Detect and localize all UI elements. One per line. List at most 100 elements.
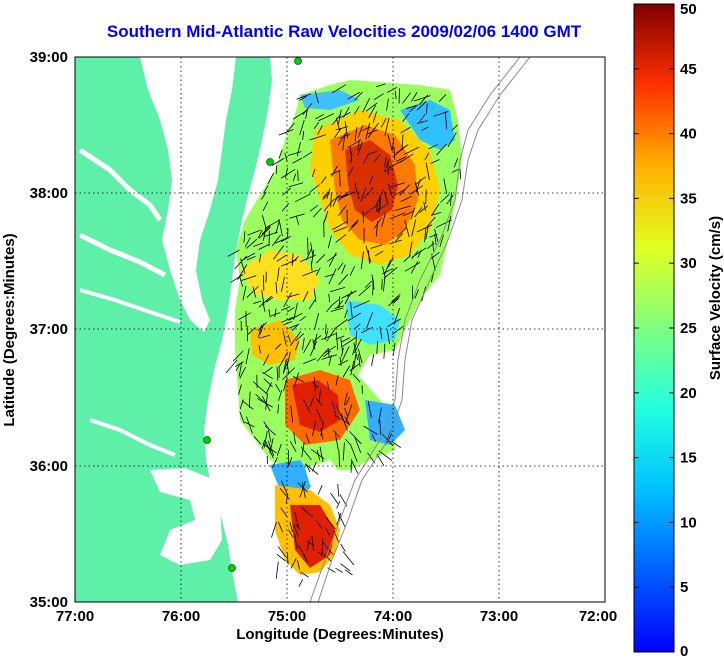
velocity-arrow xyxy=(321,332,338,341)
velocity-arrow xyxy=(302,337,305,350)
velocity-arrow xyxy=(367,150,378,155)
velocity-arrow xyxy=(411,92,418,102)
velocity-arrow xyxy=(443,178,448,195)
velocity-arrow xyxy=(365,122,371,140)
velocity-arrow xyxy=(431,253,436,271)
velocity-arrow xyxy=(353,342,358,361)
velocity-arrow xyxy=(265,296,274,303)
velocity-arrow xyxy=(259,253,262,263)
velocity-arrow xyxy=(299,315,307,322)
velocity-arrow xyxy=(344,309,348,319)
velocity-arrow xyxy=(342,134,346,151)
velocity-arrow xyxy=(371,354,375,366)
velocity-arrow xyxy=(391,440,402,449)
velocity-arrow xyxy=(367,400,372,418)
velocity-arrow xyxy=(241,252,255,261)
velocity-arrow xyxy=(287,151,302,156)
velocity-arrow xyxy=(288,182,304,188)
velocity-arrow xyxy=(246,416,253,434)
velocity-arrow xyxy=(387,134,393,151)
velocity-arrow xyxy=(317,125,323,135)
velocity-arrow xyxy=(302,291,309,302)
velocity-arrow xyxy=(258,345,262,354)
velocity-arrow xyxy=(282,330,287,345)
velocity-arrow xyxy=(344,290,353,304)
velocity-arrow xyxy=(404,220,410,237)
velocity-arrow xyxy=(292,157,303,164)
velocity-arrow xyxy=(275,236,292,244)
colorbar-tick-label: 10 xyxy=(680,514,697,531)
velocity-arrow xyxy=(327,235,332,249)
y-tick-label: 38:00 xyxy=(30,185,68,202)
velocity-arrow xyxy=(446,194,454,205)
velocity-arrow xyxy=(330,192,332,208)
velocity-arrow xyxy=(344,407,349,418)
velocity-arrow xyxy=(290,558,297,569)
velocity-arrow xyxy=(292,173,297,182)
velocity-arrow xyxy=(283,377,288,392)
velocity-arrow xyxy=(312,335,322,343)
velocity-arrow xyxy=(301,442,305,458)
y-tick-label: 36:00 xyxy=(30,458,68,475)
velocity-arrow xyxy=(327,347,330,358)
velocity-arrow xyxy=(280,168,296,179)
velocity-arrow xyxy=(338,360,348,366)
velocity-arrow xyxy=(340,543,346,552)
velocity-arrow xyxy=(329,286,346,293)
velocity-arrow xyxy=(404,261,421,272)
velocity-arrow xyxy=(318,113,335,122)
velocity-arrow xyxy=(425,189,427,205)
map-grid xyxy=(75,57,605,602)
velocity-arrow xyxy=(330,307,344,312)
velocity-arrow xyxy=(383,266,398,279)
velocity-arrow xyxy=(239,276,244,287)
velocity-arrow xyxy=(323,201,332,212)
velocity-arrow xyxy=(240,258,246,274)
velocity-arrow xyxy=(279,351,288,367)
colorbar-tick-label: 35 xyxy=(680,190,697,207)
velocity-arrow xyxy=(358,354,361,367)
velocity-arrow xyxy=(302,103,313,116)
velocity-arrow xyxy=(283,292,292,308)
velocity-arrow xyxy=(328,268,337,285)
velocity-arrow xyxy=(354,126,358,142)
velocity-arrow xyxy=(246,255,256,261)
velocity-arrow xyxy=(409,185,424,195)
velocity-arrow xyxy=(344,416,351,426)
velocity-arrow xyxy=(255,393,267,405)
velocity-arrow xyxy=(309,341,318,357)
velocity-arrow xyxy=(411,250,419,260)
velocity-arrow xyxy=(264,425,276,436)
velocity-arrow xyxy=(336,512,342,526)
velocity-arrow xyxy=(438,94,447,102)
velocity-arrow xyxy=(316,254,326,264)
velocity-arrow xyxy=(309,204,319,212)
velocity-arrow xyxy=(346,291,355,297)
velocity-arrow xyxy=(334,414,350,425)
velocity-arrow xyxy=(353,300,370,309)
velocity-arrow xyxy=(262,227,267,241)
velocity-arrow xyxy=(350,301,353,318)
velocity-arrow xyxy=(402,92,411,104)
velocity-arrow xyxy=(414,176,426,186)
velocity-arrow xyxy=(278,218,283,237)
velocity-arrow xyxy=(331,165,338,177)
velocity-arrow xyxy=(246,238,258,249)
velocity-arrow xyxy=(263,366,273,375)
velocity-arrow xyxy=(276,366,279,381)
velocity-arrow xyxy=(345,396,351,406)
velocity-arrow xyxy=(427,242,435,250)
velocity-arrow xyxy=(291,323,299,332)
velocity-arrow xyxy=(258,244,270,250)
velocity-arrow xyxy=(279,488,290,500)
velocity-arrow xyxy=(293,372,299,388)
velocity-arrow xyxy=(364,203,379,215)
velocity-arrow xyxy=(315,113,325,120)
velocity-field xyxy=(235,80,462,575)
velocity-arrow xyxy=(299,95,307,101)
velocity-arrow xyxy=(313,312,320,331)
velocity-arrow xyxy=(287,293,300,298)
velocity-arrow xyxy=(246,285,259,298)
velocity-arrow xyxy=(335,234,347,243)
velocity-arrow xyxy=(275,383,281,393)
